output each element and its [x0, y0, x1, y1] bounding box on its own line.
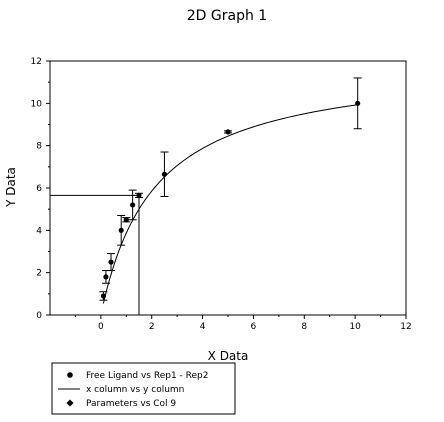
- y-tick-label: 6: [36, 184, 42, 194]
- y-axis-label: Y Data: [4, 167, 18, 208]
- legend-label: Parameters vs Col 9: [86, 399, 176, 409]
- data-point: [108, 259, 114, 265]
- x-tick-label: 4: [200, 322, 206, 332]
- data-point: [123, 217, 129, 223]
- legend-box: [51, 362, 236, 415]
- data-point: [225, 129, 231, 135]
- x-tick-label: 2: [149, 322, 155, 332]
- legend: Free Ligand vs Rep1 - Rep2 x column vs y …: [51, 362, 236, 415]
- x-tick-label: 8: [301, 322, 307, 332]
- y-tick-label: 10: [31, 99, 43, 109]
- chart-title: 2D Graph 1: [187, 8, 267, 24]
- data-point: [161, 171, 168, 177]
- legend-marker-diamond: [66, 399, 74, 407]
- x-tick-label: 12: [400, 322, 411, 332]
- legend-label: x column vs y column: [86, 385, 184, 395]
- data-point: [118, 227, 124, 233]
- data-point: [136, 192, 142, 199]
- data-point: [100, 293, 106, 299]
- y-tick-label: 0: [36, 311, 42, 321]
- y-tick-label: 12: [31, 57, 42, 67]
- legend-label: Free Ligand vs Rep1 - Rep2: [86, 371, 208, 381]
- y-tick-label: 8: [36, 142, 42, 152]
- legend-marker-circle: [67, 372, 73, 378]
- x-tick-label: 0: [98, 322, 104, 332]
- fit-curve: [102, 104, 358, 304]
- data-point: [355, 100, 361, 106]
- plot-area: 0 2 4 6 8 10 12 0 2 4 6 8 10 12: [31, 57, 412, 332]
- x-tick-label: 10: [349, 322, 361, 332]
- x-tick-label: 6: [251, 322, 257, 332]
- data-point: [103, 274, 109, 280]
- y-tick-label: 4: [36, 226, 42, 236]
- x-axis-label: X Data: [208, 349, 249, 363]
- data-point: [130, 202, 136, 208]
- y-tick-label: 2: [36, 269, 42, 279]
